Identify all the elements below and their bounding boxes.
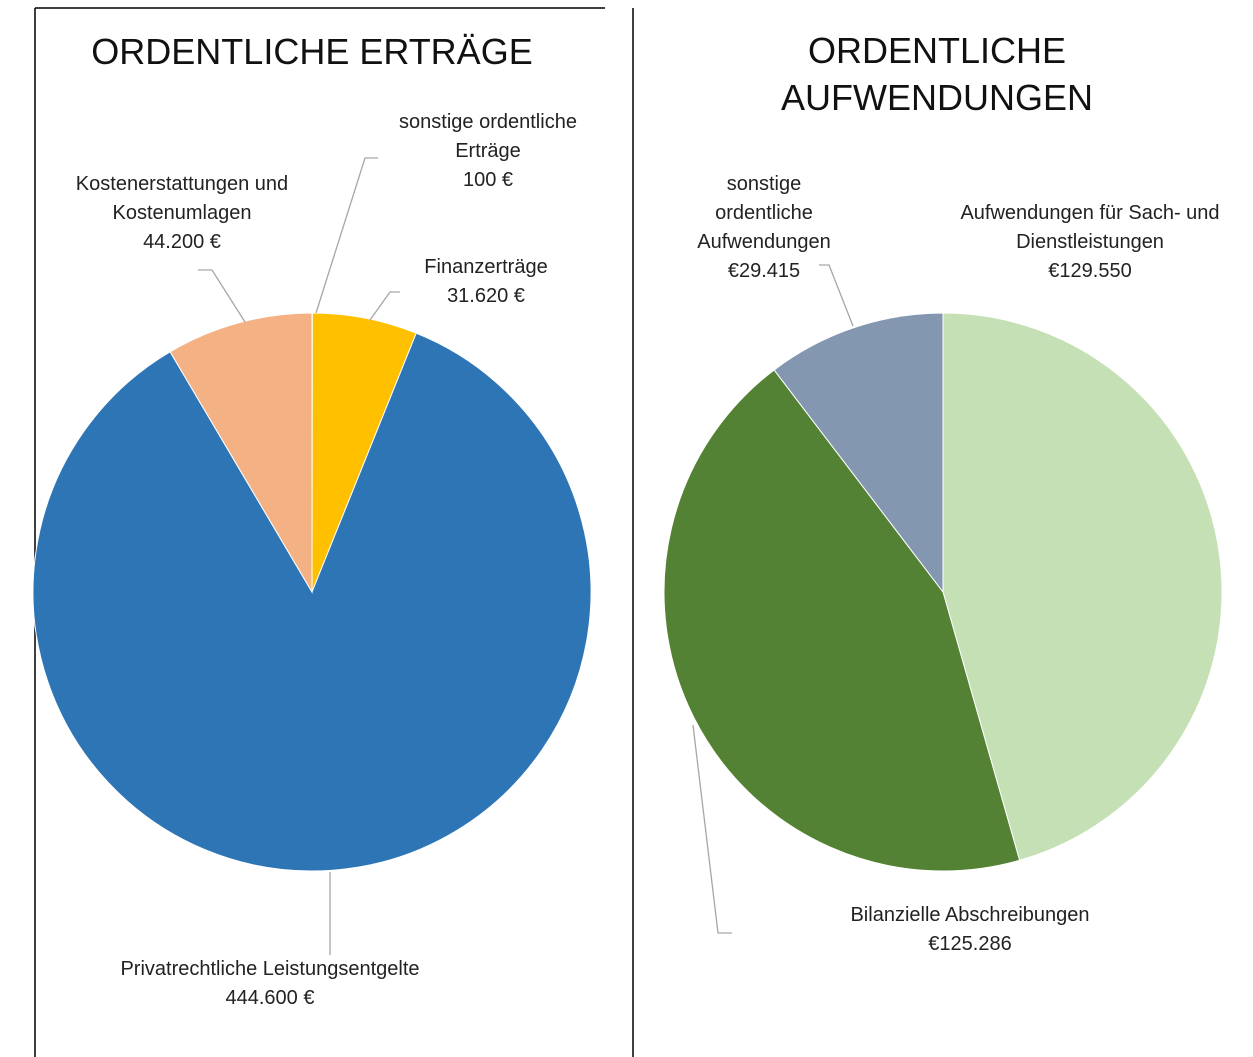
data-label: Bilanzielle Abschreibungen €125.286	[820, 901, 1120, 959]
chart-title: ORDENTLICHE ERTRÄGE	[91, 31, 533, 72]
value-label: 31.620 €	[447, 285, 525, 307]
leader-line	[692, 724, 732, 934]
data-label: Aufwendungen für Sach- und Dienstleistun…	[935, 199, 1245, 286]
value-label: €129.550	[1048, 260, 1132, 282]
value-label: €125.286	[928, 933, 1012, 955]
category-label: Privatrechtliche Leistungsentgelte	[120, 958, 420, 980]
pie-slice	[773, 312, 944, 594]
category-label: sonstige ordentliche Erträge	[399, 111, 577, 162]
value-label: 444.600 €	[225, 987, 315, 1009]
value-label: 44.200 €	[143, 231, 221, 253]
category-label: sonstige ordentliche Aufwendungen	[697, 173, 831, 253]
leader-line	[819, 264, 854, 327]
category-label: Aufwendungen für Sach- und Dienstleistun…	[960, 202, 1220, 253]
pie-slice	[663, 369, 1021, 872]
chart-title: ORDENTLICHE AUFWENDUNGEN	[781, 30, 1093, 118]
data-label: Finanzerträge 31.620 €	[386, 253, 586, 311]
data-label: Privatrechtliche Leistungsentgelte 444.60…	[60, 955, 480, 1013]
leader-line	[198, 269, 246, 323]
pie-slice	[169, 312, 313, 594]
leader-line	[315, 157, 378, 314]
value-label: 100 €	[462, 169, 514, 191]
data-label: sonstige ordentliche Erträge 100 €	[373, 108, 603, 195]
value-label: €29.415	[727, 260, 801, 282]
pie-slice	[32, 332, 592, 872]
leader-line	[369, 291, 400, 321]
data-label: sonstige ordentliche Aufwendungen €29.415	[689, 170, 839, 286]
category-label: Bilanzielle Abschreibungen	[850, 904, 1090, 926]
category-label: Kostenerstattungen und Kostenumlagen	[75, 173, 289, 224]
data-label: Kostenerstattungen und Kostenumlagen 44.2…	[47, 170, 317, 257]
category-label: Finanzerträge	[424, 256, 548, 278]
pie-slice	[942, 312, 1223, 861]
